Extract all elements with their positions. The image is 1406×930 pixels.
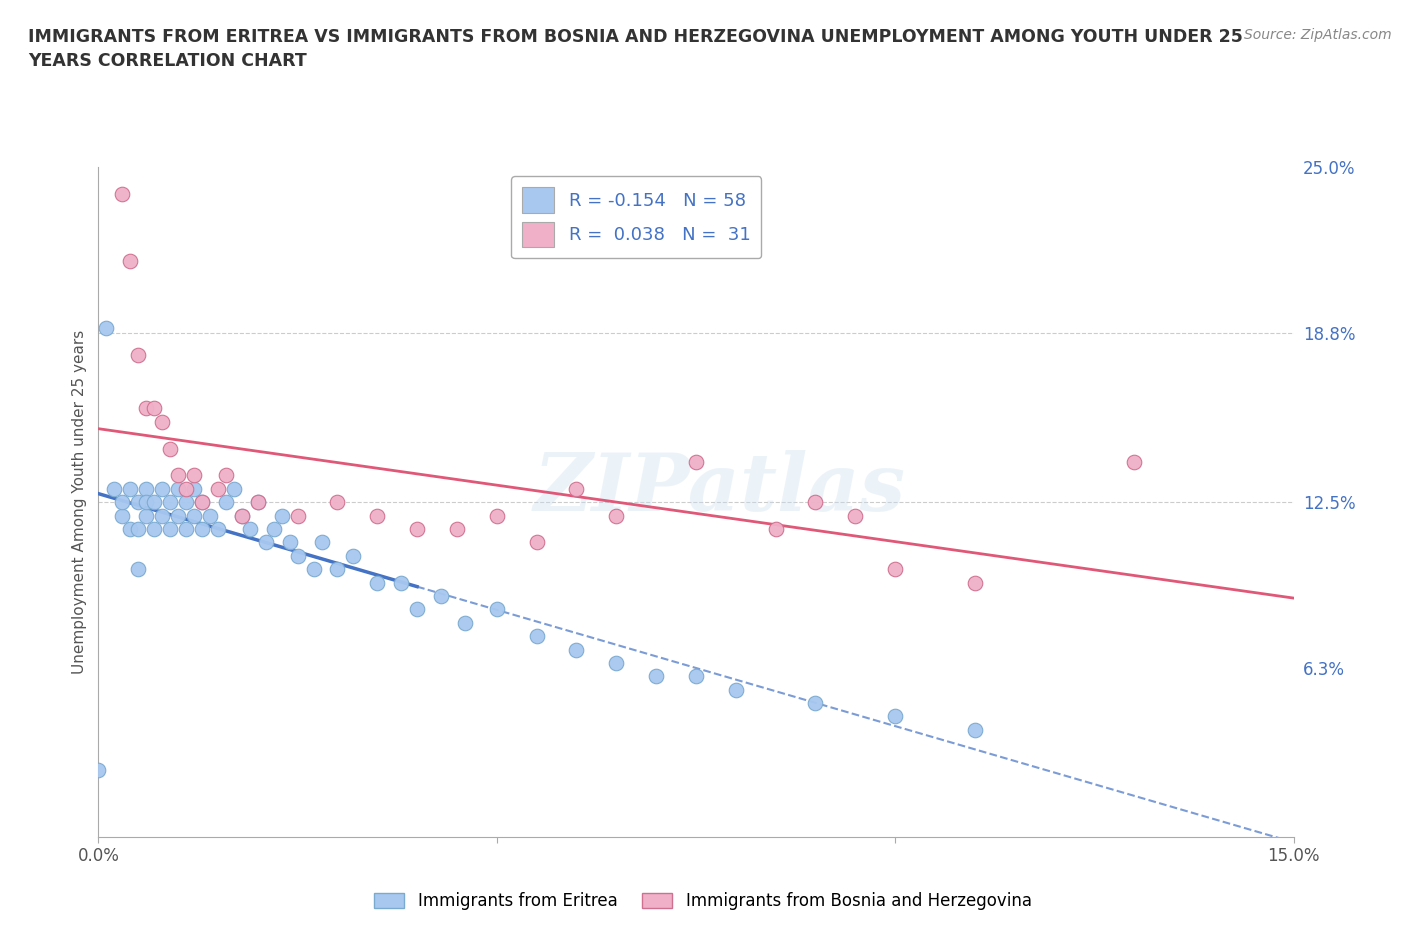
Point — [143, 522, 166, 537]
Point — [143, 401, 166, 416]
Text: ZIPatlas: ZIPatlas — [534, 450, 905, 527]
Point — [565, 482, 588, 497]
Point — [174, 522, 197, 537]
Point — [191, 522, 214, 537]
Point — [111, 508, 134, 523]
Point — [526, 629, 548, 644]
Point — [366, 508, 388, 523]
Point — [183, 482, 205, 497]
Point — [159, 495, 181, 510]
Point — [406, 602, 429, 617]
Point — [406, 522, 429, 537]
Point — [103, 482, 125, 497]
Point — [884, 562, 907, 577]
Point — [127, 495, 149, 510]
Point — [198, 508, 221, 523]
Point — [454, 616, 477, 631]
Point — [263, 522, 285, 537]
Legend: R = -0.154   N = 58, R =  0.038   N =  31: R = -0.154 N = 58, R = 0.038 N = 31 — [510, 177, 762, 259]
Point — [645, 669, 668, 684]
Point — [765, 522, 787, 537]
Point — [326, 495, 349, 510]
Point — [150, 508, 173, 523]
Point — [127, 562, 149, 577]
Point — [191, 495, 214, 510]
Point — [111, 495, 134, 510]
Point — [254, 535, 277, 550]
Point — [844, 508, 866, 523]
Point — [135, 482, 157, 497]
Point — [150, 415, 173, 430]
Point — [278, 535, 301, 550]
Point — [884, 709, 907, 724]
Point — [366, 575, 388, 590]
Point — [143, 495, 166, 510]
Point — [231, 508, 253, 523]
Point — [246, 495, 269, 510]
Point — [159, 522, 181, 537]
Point — [207, 522, 229, 537]
Point — [135, 495, 157, 510]
Point — [127, 348, 149, 363]
Point — [963, 575, 986, 590]
Point — [150, 482, 173, 497]
Point — [96, 321, 118, 336]
Point — [120, 522, 142, 537]
Point — [167, 468, 190, 483]
Point — [326, 562, 349, 577]
Point — [804, 495, 827, 510]
Point — [526, 535, 548, 550]
Point — [159, 441, 181, 456]
Point — [215, 468, 238, 483]
Point — [685, 455, 707, 470]
Point — [287, 508, 309, 523]
Point — [87, 763, 110, 777]
Point — [430, 589, 453, 604]
Point — [302, 562, 325, 577]
Point — [183, 468, 205, 483]
Legend: Immigrants from Eritrea, Immigrants from Bosnia and Herzegovina: Immigrants from Eritrea, Immigrants from… — [367, 885, 1039, 917]
Point — [724, 683, 747, 698]
Point — [804, 696, 827, 711]
Point — [191, 495, 214, 510]
Point — [485, 508, 508, 523]
Point — [565, 642, 588, 657]
Point — [311, 535, 333, 550]
Text: Source: ZipAtlas.com: Source: ZipAtlas.com — [1244, 28, 1392, 42]
Point — [389, 575, 412, 590]
Point — [605, 508, 627, 523]
Point — [127, 522, 149, 537]
Point — [246, 495, 269, 510]
Y-axis label: Unemployment Among Youth under 25 years: Unemployment Among Youth under 25 years — [72, 330, 87, 674]
Point — [120, 482, 142, 497]
Point — [120, 254, 142, 269]
Text: IMMIGRANTS FROM ERITREA VS IMMIGRANTS FROM BOSNIA AND HERZEGOVINA UNEMPLOYMENT A: IMMIGRANTS FROM ERITREA VS IMMIGRANTS FR… — [28, 28, 1243, 70]
Point — [135, 401, 157, 416]
Point — [135, 508, 157, 523]
Point — [270, 508, 292, 523]
Point — [183, 508, 205, 523]
Point — [342, 549, 364, 564]
Point — [446, 522, 468, 537]
Point — [239, 522, 262, 537]
Point — [287, 549, 309, 564]
Point — [167, 508, 190, 523]
Point — [485, 602, 508, 617]
Point — [174, 495, 197, 510]
Point — [111, 187, 134, 202]
Point — [685, 669, 707, 684]
Point — [222, 482, 245, 497]
Point — [1123, 455, 1146, 470]
Point — [207, 482, 229, 497]
Point — [167, 482, 190, 497]
Point — [215, 495, 238, 510]
Point — [605, 656, 627, 671]
Point — [174, 482, 197, 497]
Point — [963, 723, 986, 737]
Point — [231, 508, 253, 523]
